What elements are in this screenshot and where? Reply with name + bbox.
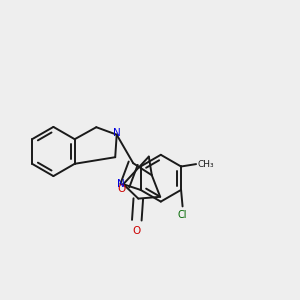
Text: O: O: [117, 184, 125, 194]
Text: CH₃: CH₃: [198, 160, 214, 169]
Text: Cl: Cl: [178, 210, 187, 220]
Text: N: N: [117, 179, 125, 189]
Text: N: N: [113, 128, 121, 138]
Text: O: O: [133, 226, 141, 236]
